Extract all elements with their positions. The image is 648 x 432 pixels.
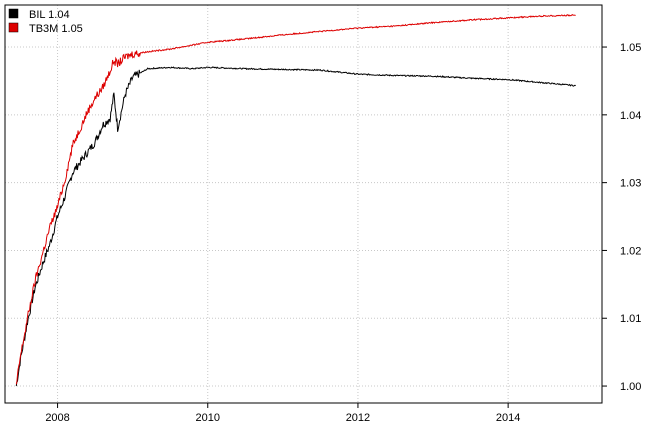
series-line-tb3m: [15, 13, 576, 385]
x-tick-label: 2012: [346, 412, 370, 424]
legend-swatch: [8, 8, 19, 19]
legend: BIL 1.04 TB3M 1.05: [8, 8, 83, 35]
y-tick-label: 1.01: [620, 313, 641, 325]
x-tick-label: 2008: [45, 412, 69, 424]
x-axis: 2008 2010 2012 2014: [45, 403, 520, 424]
series-line-bil: [15, 66, 576, 387]
legend-label: TB3M 1.05: [29, 23, 83, 35]
legend-swatch: [8, 22, 19, 33]
x-tick-label: 2010: [196, 412, 220, 424]
plot-frame: [4, 4, 603, 404]
y-tick-label: 1.03: [620, 178, 641, 190]
legend-label: BIL 1.04: [29, 9, 70, 21]
y-axis: 1.00 1.01 1.02 1.03 1.04 1.05: [602, 42, 641, 393]
y-tick-label: 1.02: [620, 245, 641, 257]
series-lines: [15, 13, 576, 387]
y-tick-label: 1.04: [620, 110, 641, 122]
gridlines: [5, 5, 602, 403]
x-tick-label: 2014: [496, 412, 520, 424]
y-tick-label: 1.05: [620, 42, 641, 54]
y-tick-label: 1.00: [620, 381, 641, 393]
